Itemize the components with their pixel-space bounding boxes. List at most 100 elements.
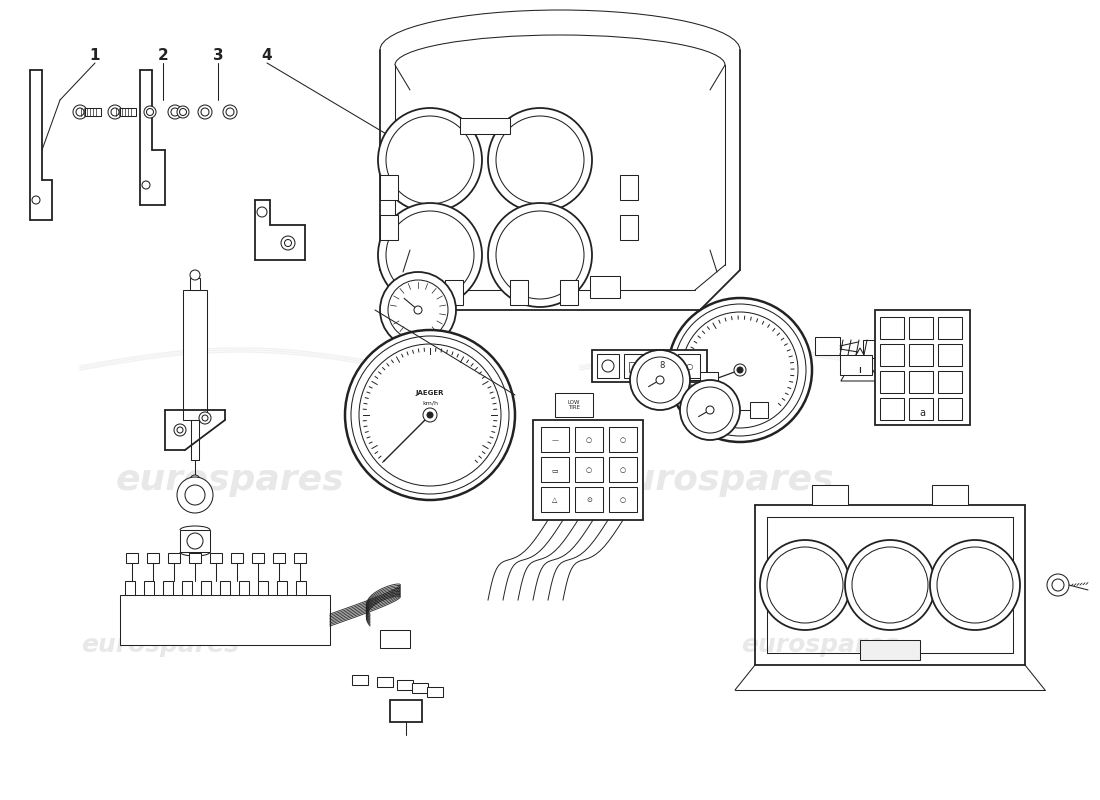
- Bar: [874, 310, 970, 425]
- Bar: [210, 553, 222, 563]
- Circle shape: [602, 360, 614, 372]
- Bar: [125, 581, 135, 595]
- Bar: [750, 402, 768, 418]
- Bar: [556, 393, 593, 417]
- Bar: [239, 581, 249, 595]
- Circle shape: [737, 367, 742, 373]
- Circle shape: [379, 272, 456, 348]
- Circle shape: [760, 540, 850, 630]
- Circle shape: [637, 357, 683, 403]
- Bar: [294, 553, 306, 563]
- Circle shape: [1047, 574, 1069, 596]
- Bar: [147, 553, 160, 563]
- Text: △: △: [552, 497, 558, 503]
- Bar: [909, 398, 933, 420]
- Bar: [609, 487, 637, 512]
- Bar: [597, 354, 619, 378]
- Circle shape: [190, 475, 200, 485]
- Circle shape: [201, 108, 209, 116]
- Circle shape: [496, 116, 584, 204]
- Bar: [258, 581, 268, 595]
- Circle shape: [177, 106, 189, 118]
- Circle shape: [930, 540, 1020, 630]
- Bar: [273, 553, 285, 563]
- Bar: [182, 581, 192, 595]
- Bar: [678, 354, 700, 378]
- Circle shape: [414, 306, 422, 314]
- Circle shape: [142, 181, 150, 189]
- Bar: [379, 630, 410, 648]
- Text: —: —: [551, 437, 559, 443]
- Bar: [126, 553, 138, 563]
- Circle shape: [386, 211, 474, 299]
- Bar: [880, 344, 904, 366]
- Bar: [909, 317, 933, 339]
- Bar: [609, 427, 637, 452]
- Text: ○: ○: [685, 362, 693, 370]
- Circle shape: [688, 387, 733, 433]
- Bar: [190, 278, 200, 290]
- Circle shape: [76, 108, 84, 116]
- Bar: [812, 485, 848, 505]
- Circle shape: [388, 280, 448, 340]
- Bar: [938, 317, 962, 339]
- Bar: [938, 371, 962, 393]
- Bar: [85, 108, 101, 116]
- Bar: [446, 280, 463, 305]
- Bar: [880, 317, 904, 339]
- Circle shape: [73, 105, 87, 119]
- Bar: [397, 680, 412, 690]
- Text: ○: ○: [620, 497, 626, 503]
- Circle shape: [202, 415, 208, 421]
- Bar: [575, 487, 603, 512]
- Bar: [252, 553, 264, 563]
- Circle shape: [198, 105, 212, 119]
- Text: LOW
TIRE: LOW TIRE: [568, 400, 581, 410]
- Bar: [427, 687, 443, 697]
- Circle shape: [734, 364, 746, 376]
- Bar: [840, 355, 872, 375]
- Circle shape: [386, 116, 474, 204]
- Bar: [412, 683, 428, 693]
- Circle shape: [674, 304, 806, 436]
- Circle shape: [630, 350, 690, 410]
- Bar: [189, 553, 201, 563]
- Circle shape: [187, 533, 204, 549]
- Circle shape: [280, 236, 295, 250]
- Bar: [410, 280, 428, 305]
- Text: eurospares: eurospares: [81, 633, 239, 657]
- Circle shape: [190, 270, 200, 280]
- Circle shape: [144, 106, 156, 118]
- Circle shape: [223, 105, 236, 119]
- Text: 4: 4: [262, 47, 273, 62]
- Bar: [860, 640, 920, 660]
- Circle shape: [108, 105, 122, 119]
- Bar: [909, 344, 933, 366]
- Bar: [700, 372, 718, 388]
- Circle shape: [937, 547, 1013, 623]
- Bar: [815, 337, 840, 355]
- Text: ○: ○: [586, 437, 592, 443]
- Bar: [938, 344, 962, 366]
- Bar: [541, 457, 569, 482]
- Text: 3: 3: [212, 47, 223, 62]
- Bar: [120, 108, 136, 116]
- Text: ▭: ▭: [552, 467, 559, 473]
- Circle shape: [424, 408, 437, 422]
- Circle shape: [488, 203, 592, 307]
- Circle shape: [345, 330, 515, 500]
- Text: 1: 1: [90, 47, 100, 62]
- Bar: [932, 485, 968, 505]
- Circle shape: [226, 108, 234, 116]
- Bar: [651, 354, 673, 378]
- Bar: [880, 371, 904, 393]
- Bar: [180, 530, 210, 552]
- Bar: [144, 581, 154, 595]
- Bar: [510, 280, 528, 305]
- Bar: [460, 118, 510, 134]
- Bar: [541, 487, 569, 512]
- Bar: [163, 581, 173, 595]
- Circle shape: [257, 207, 267, 217]
- Bar: [377, 677, 393, 687]
- Circle shape: [378, 108, 482, 212]
